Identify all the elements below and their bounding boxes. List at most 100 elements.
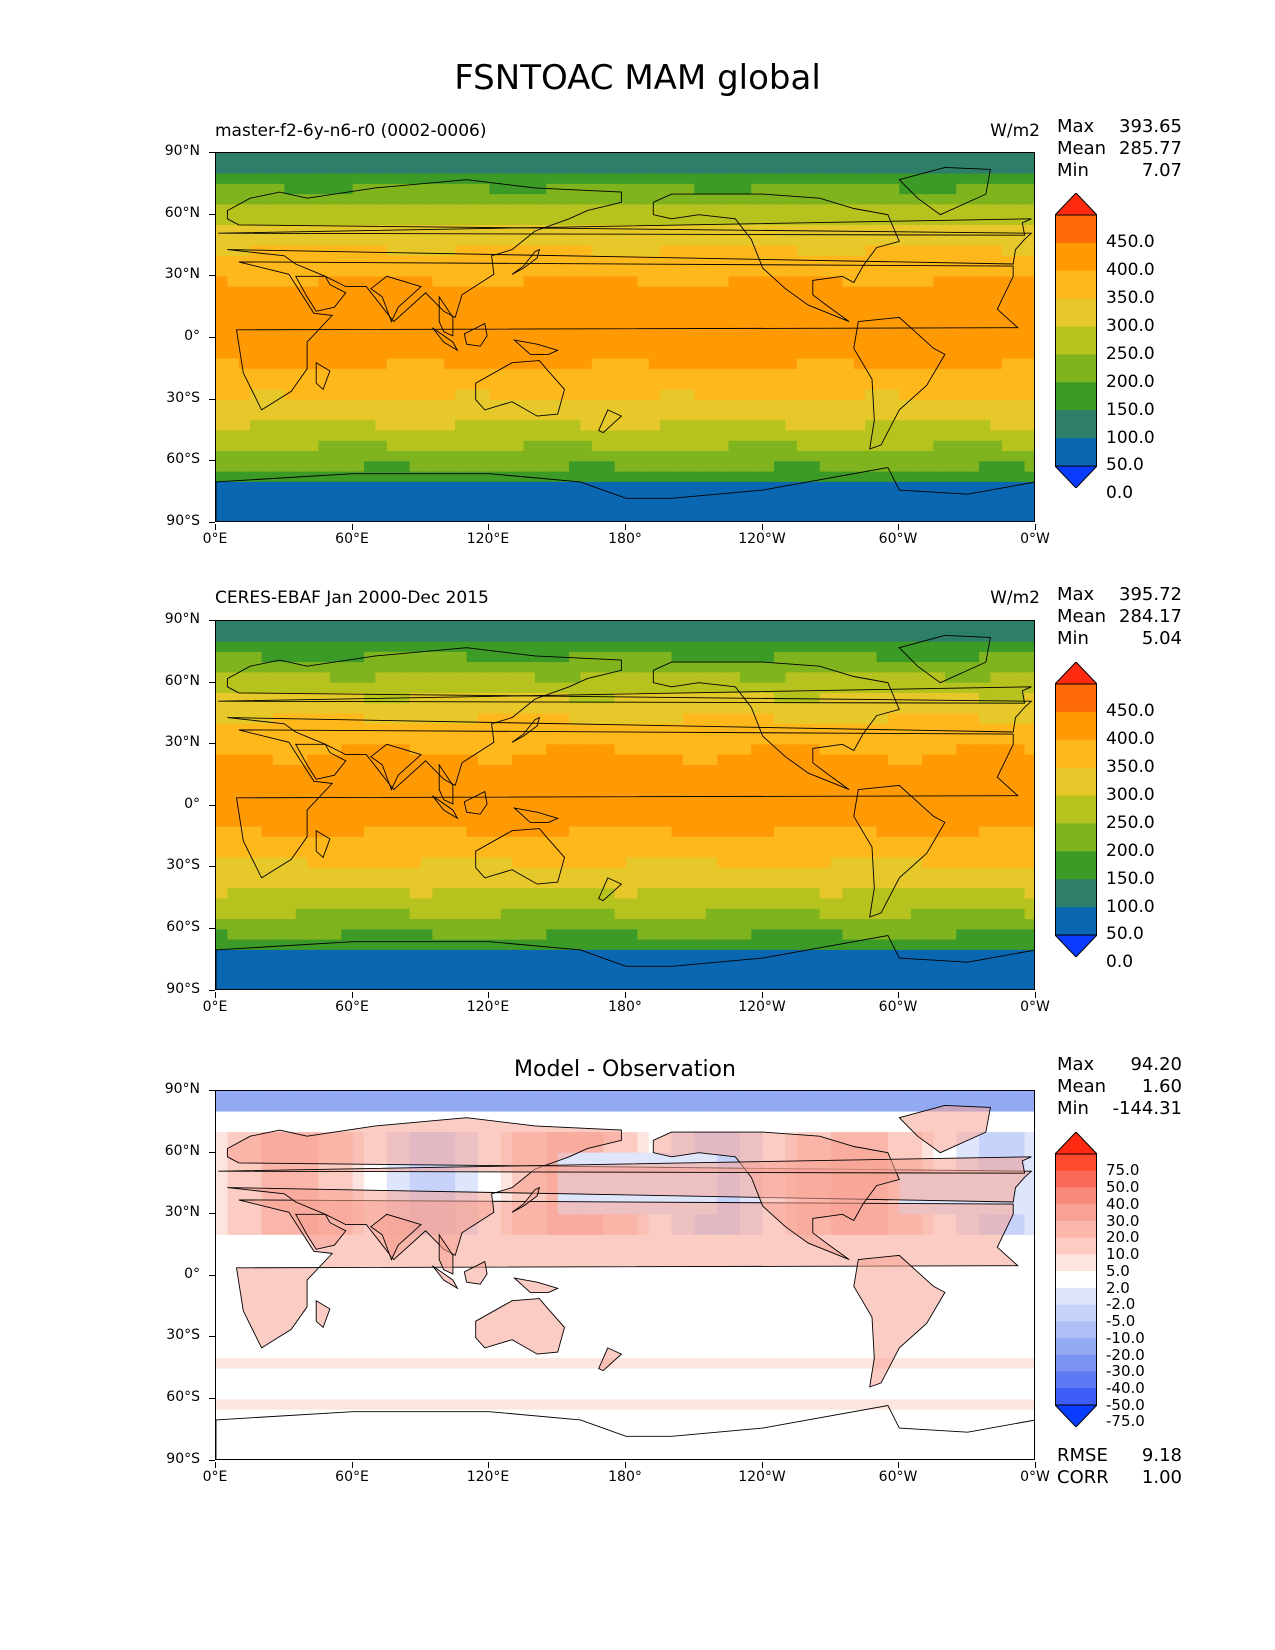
field-cell <box>910 744 923 756</box>
field-cell <box>261 949 274 961</box>
field-cell <box>318 734 331 745</box>
field-cell <box>648 255 661 267</box>
field-cell <box>728 440 741 452</box>
field-cell <box>307 908 320 920</box>
field-cell <box>512 836 525 848</box>
field-cell <box>614 867 627 879</box>
field-cell <box>614 471 627 483</box>
field-cell <box>512 235 525 247</box>
field-cell <box>238 224 251 236</box>
field-cell <box>364 235 377 247</box>
field-cell <box>660 672 673 684</box>
field-cell <box>523 641 536 653</box>
field-cell <box>979 430 992 442</box>
field-cell <box>660 919 673 930</box>
field-cell <box>1013 173 1026 185</box>
field-cell <box>443 703 456 715</box>
field-cell <box>614 276 627 288</box>
field-cell <box>534 214 547 226</box>
field-cell <box>717 908 730 920</box>
field-cell <box>603 621 616 632</box>
field-cell <box>603 255 616 267</box>
field-cell <box>956 307 969 319</box>
field-cell <box>421 286 433 298</box>
field-cell <box>637 929 650 941</box>
field-cell <box>785 877 798 889</box>
field-cell <box>318 214 331 226</box>
field-cell <box>979 224 992 236</box>
field-cell <box>990 286 1003 298</box>
field-cell <box>944 471 957 483</box>
field-cell <box>1013 939 1026 951</box>
field-cell <box>1001 775 1014 787</box>
field-cell <box>762 502 775 514</box>
field-cell <box>466 224 479 236</box>
field-cell <box>1024 338 1034 349</box>
field-cell <box>295 785 308 797</box>
field-cell <box>307 929 320 941</box>
field-cell <box>272 744 285 756</box>
field-cell <box>512 713 525 725</box>
colorbar-tick-label: 250.0 <box>1106 343 1155 364</box>
field-cell <box>284 734 297 745</box>
field-cell <box>443 785 456 797</box>
field-cell <box>546 898 559 910</box>
field-cell <box>796 327 809 339</box>
field-cell <box>739 153 752 164</box>
field-cell <box>591 338 604 349</box>
field-cell <box>956 286 969 298</box>
field-cell <box>831 713 843 725</box>
field-cell <box>796 430 809 442</box>
field-cell <box>1001 440 1014 452</box>
field-cell <box>238 703 251 715</box>
field-cell <box>227 379 240 390</box>
field-cell <box>432 651 445 663</box>
field-cell <box>819 255 832 267</box>
field-cell <box>876 481 889 493</box>
field-cell <box>819 764 832 776</box>
field-cell <box>774 795 787 807</box>
field-cell <box>1013 389 1026 401</box>
field-cell <box>660 857 673 869</box>
field-cell <box>341 939 354 951</box>
field-cell <box>512 641 525 653</box>
field-cell <box>967 461 980 473</box>
field-cell <box>694 235 707 247</box>
field-cell <box>238 641 251 653</box>
field-cell <box>1024 307 1034 319</box>
field-cell <box>808 764 821 776</box>
field-cell <box>887 754 900 766</box>
field-cell <box>922 194 935 205</box>
field-cell <box>261 492 274 504</box>
field-cell <box>705 703 718 715</box>
field-cell <box>534 204 547 216</box>
field-cell <box>216 492 228 504</box>
field-cell <box>614 898 627 910</box>
field-cell <box>455 389 468 401</box>
field-cell <box>455 816 468 828</box>
field-cell <box>956 888 969 900</box>
field-cell <box>432 399 445 411</box>
field-cell <box>466 898 479 910</box>
field-cell <box>329 898 342 910</box>
field-cell <box>295 502 308 514</box>
colorbar-band <box>1055 270 1097 300</box>
field-cell <box>307 440 320 452</box>
field-cell <box>227 929 240 941</box>
field-cell <box>375 286 388 298</box>
field-cell <box>739 734 752 745</box>
field-cell <box>671 939 684 951</box>
field-cell <box>569 795 582 807</box>
field-cell <box>546 847 559 858</box>
field-cell <box>944 816 957 828</box>
field-cell <box>751 409 764 421</box>
field-cell <box>956 939 969 951</box>
field-cell <box>910 173 923 185</box>
field-cell <box>637 631 650 643</box>
field-cell <box>899 194 912 205</box>
field-cell <box>580 163 593 175</box>
field-cell <box>819 379 832 390</box>
field-cell <box>671 307 684 319</box>
field-cell <box>364 713 377 725</box>
field-cell <box>762 754 775 766</box>
